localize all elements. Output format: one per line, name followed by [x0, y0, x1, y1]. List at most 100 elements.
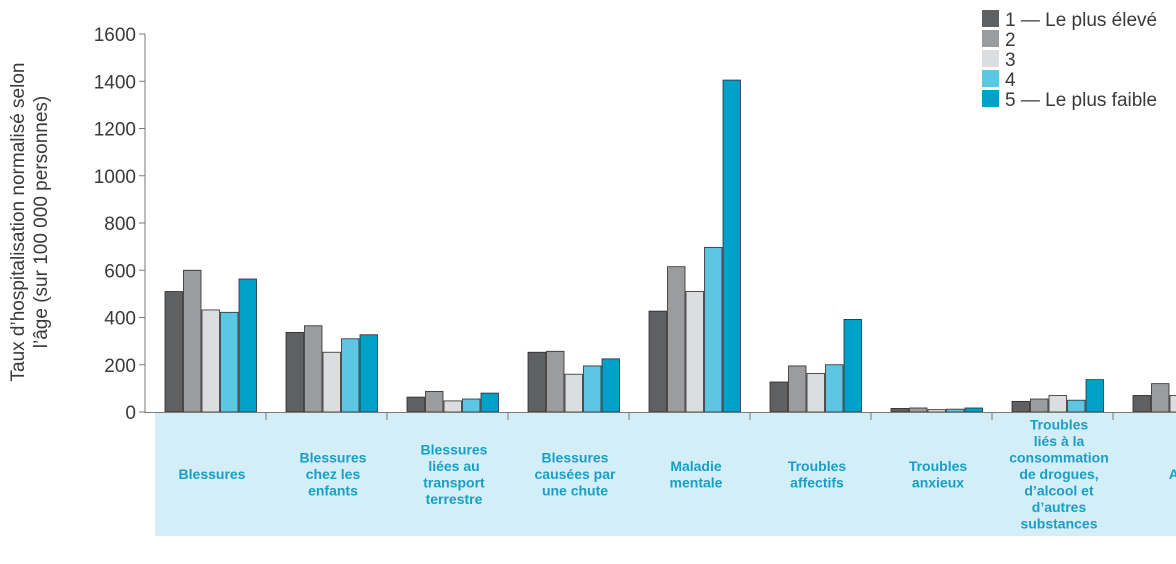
- bar: [1048, 395, 1067, 413]
- bar: [164, 291, 183, 413]
- bar: [201, 309, 220, 413]
- bar: [443, 400, 462, 413]
- bar: [648, 310, 667, 413]
- category-label-line: Blessures: [421, 441, 488, 457]
- bar: [304, 325, 323, 413]
- category-label-line: d’alcool et: [1024, 483, 1094, 499]
- y-tick-label: 600: [104, 261, 136, 282]
- y-tick-label: 200: [104, 356, 136, 377]
- bar: [1030, 398, 1049, 413]
- bar: [1151, 383, 1170, 413]
- category-label-line: Troubles: [788, 458, 847, 474]
- category-label-line: chez les: [306, 466, 361, 482]
- y-tick-label: 1400: [94, 72, 136, 93]
- legend-label: 5 — Le plus faible: [1005, 90, 1157, 111]
- bar: [964, 407, 983, 413]
- category-label-line: de drogues,: [1019, 466, 1098, 482]
- bar: [583, 365, 602, 413]
- y-tick-label: 800: [104, 214, 136, 235]
- bar: [462, 398, 481, 413]
- category-label-line: mentale: [670, 474, 723, 490]
- bar: [722, 79, 741, 413]
- bar: [843, 318, 862, 413]
- legend-swatch: [982, 90, 999, 107]
- category-label-line: Ast: [1169, 466, 1176, 482]
- category-label-line: Blessures: [542, 450, 609, 466]
- category-label-line: Troubles: [1030, 417, 1089, 433]
- bar: [788, 365, 807, 413]
- legend-swatch: [982, 10, 999, 27]
- category-label-line: substances: [1020, 516, 1097, 532]
- category-label: Blessures: [179, 466, 246, 482]
- bar: [220, 311, 239, 413]
- bar: [527, 351, 546, 413]
- legend-label: 4: [1005, 70, 1016, 91]
- bar: [1011, 400, 1030, 413]
- legend-label: 3: [1005, 50, 1016, 71]
- category-label-line: Blessures: [179, 466, 246, 482]
- y-tick-label: 1200: [94, 120, 136, 141]
- category-label-line: une chute: [542, 483, 608, 499]
- bar: [425, 391, 444, 413]
- y-axis-title-line: l’âge (sur 100 000 personnes): [31, 96, 52, 348]
- category-label-line: Troubles: [909, 458, 968, 474]
- bar-group: [164, 269, 257, 413]
- legend-item: 3: [982, 50, 1016, 71]
- bar: [601, 358, 620, 413]
- category-label-line: terrestre: [426, 491, 483, 507]
- legend-item: 5 — Le plus faible: [982, 90, 1157, 111]
- category-label: Ast: [1169, 466, 1176, 482]
- bar: [704, 246, 723, 413]
- bar: [1132, 395, 1151, 413]
- bar: [825, 364, 844, 413]
- legend-item: 4: [982, 70, 1016, 91]
- bar: [1169, 395, 1176, 413]
- legend-item: 1 — Le plus élevé: [982, 10, 1157, 31]
- bar: [667, 266, 686, 413]
- bar: [1067, 399, 1086, 413]
- category-label-line: causées par: [535, 466, 616, 482]
- y-tick-label: 0: [125, 403, 136, 424]
- bar: [927, 409, 946, 413]
- bar: [1085, 379, 1104, 413]
- bar: [546, 350, 565, 413]
- bar-group: [527, 350, 620, 413]
- y-tick-label: 1600: [94, 25, 136, 46]
- category-label-band: [155, 413, 1176, 536]
- category-label-line: consommation: [1009, 450, 1109, 466]
- bar: [406, 396, 425, 413]
- bar: [341, 338, 360, 413]
- legend-label: 1 — Le plus élevé: [1005, 10, 1157, 31]
- bar-group: [406, 391, 499, 413]
- bar: [183, 269, 202, 413]
- category-label-line: affectifs: [790, 474, 844, 490]
- bar-group: [1132, 383, 1176, 413]
- legend-swatch: [982, 70, 999, 87]
- category-label-line: d’autres: [1032, 499, 1087, 515]
- y-axis-title: Taux d’hospitalisation normalisé selon l’…: [8, 63, 52, 382]
- bar-group: [285, 325, 378, 413]
- bar: [359, 334, 378, 413]
- bar: [685, 291, 704, 413]
- bar: [806, 373, 825, 413]
- legend-swatch: [982, 50, 999, 67]
- bar: [480, 392, 499, 413]
- bar-group: [769, 318, 862, 413]
- bar-group: [648, 79, 741, 413]
- bar: [769, 381, 788, 413]
- y-tick-label: 1000: [94, 167, 136, 188]
- category-label-line: Blessures: [300, 450, 367, 466]
- y-tick-label: 400: [104, 309, 136, 330]
- bar-group: [1011, 379, 1104, 413]
- legend-swatch: [982, 30, 999, 47]
- bar: [238, 278, 257, 413]
- bar: [909, 407, 928, 413]
- bar: [946, 408, 965, 413]
